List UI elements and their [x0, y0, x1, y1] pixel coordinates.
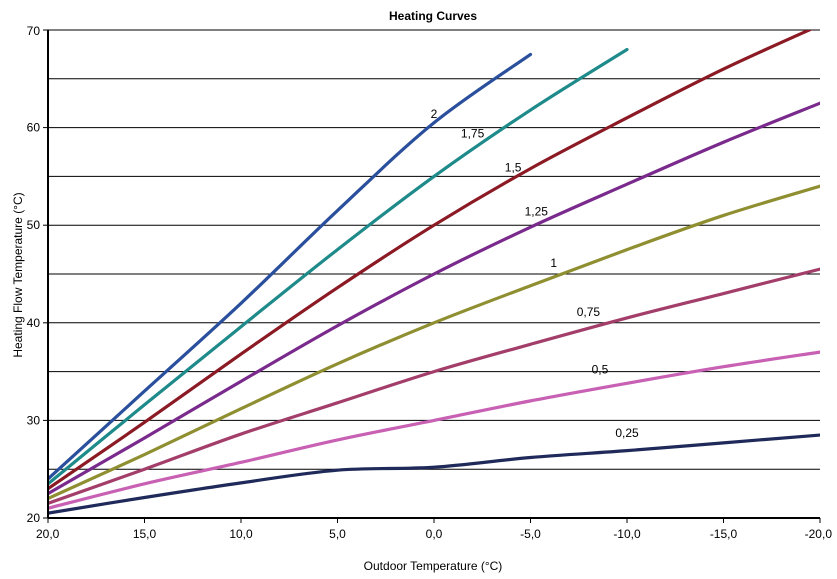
x-tick-label: 15,0	[133, 527, 157, 541]
curve-line-0-5	[48, 350, 820, 510]
y-tick-label: 40	[27, 316, 41, 330]
curve-label: 2	[431, 107, 438, 121]
x-tick-label: -20,0	[805, 527, 833, 541]
y-tick-label: 30	[27, 413, 41, 427]
x-tick-label: 20,0	[36, 527, 60, 541]
y-tick-labels: 20 30 40 50 60 70	[27, 24, 41, 525]
x-tick-label: 0,0	[426, 527, 443, 541]
curve-line-0-75	[48, 267, 820, 505]
curve-label: 1	[550, 256, 557, 270]
x-tick-label: -10,0	[613, 527, 641, 541]
y-axis-label: Heating Flow Temperature (°C)	[11, 192, 25, 357]
x-tick-label: -5,0	[520, 527, 541, 541]
curve-labels: 2 1,75 1,5 1,25 1 0,75 0,5 0,25	[431, 107, 639, 440]
y-tick-label: 20	[27, 511, 41, 525]
x-tick-label: 5,0	[329, 527, 346, 541]
curve-series	[48, 30, 820, 515]
y-tick-label: 70	[27, 24, 41, 38]
curve-label: 1,75	[461, 126, 485, 140]
axes	[43, 29, 821, 523]
curve-label: 0,5	[592, 363, 609, 377]
grid-lines	[48, 29, 820, 470]
y-tick-label: 60	[27, 121, 41, 135]
x-tick-label: -15,0	[710, 527, 738, 541]
curve-label: 0,25	[615, 426, 639, 440]
curve-line-1-5	[48, 30, 814, 491]
curve-label: 1,25	[525, 204, 549, 218]
curve-line-1	[48, 184, 820, 501]
curve-label: 1,5	[505, 161, 522, 175]
y-tick-label: 50	[27, 218, 41, 232]
x-tick-label: 10,0	[229, 527, 253, 541]
curve-label: 0,75	[577, 305, 601, 319]
curve-line-2	[48, 52, 533, 481]
curve-line-0-25	[48, 433, 820, 515]
chart-title: Heating Curves	[389, 9, 477, 23]
x-axis-label: Outdoor Temperature (°C)	[364, 559, 503, 573]
x-tick-labels: 20,0 15,0 10,0 5,0 0,0 -5,0 -10,0 -15,0 -20,0	[36, 527, 832, 541]
curve-line-1-25	[48, 101, 820, 496]
curve-line-1-75	[48, 47, 629, 486]
